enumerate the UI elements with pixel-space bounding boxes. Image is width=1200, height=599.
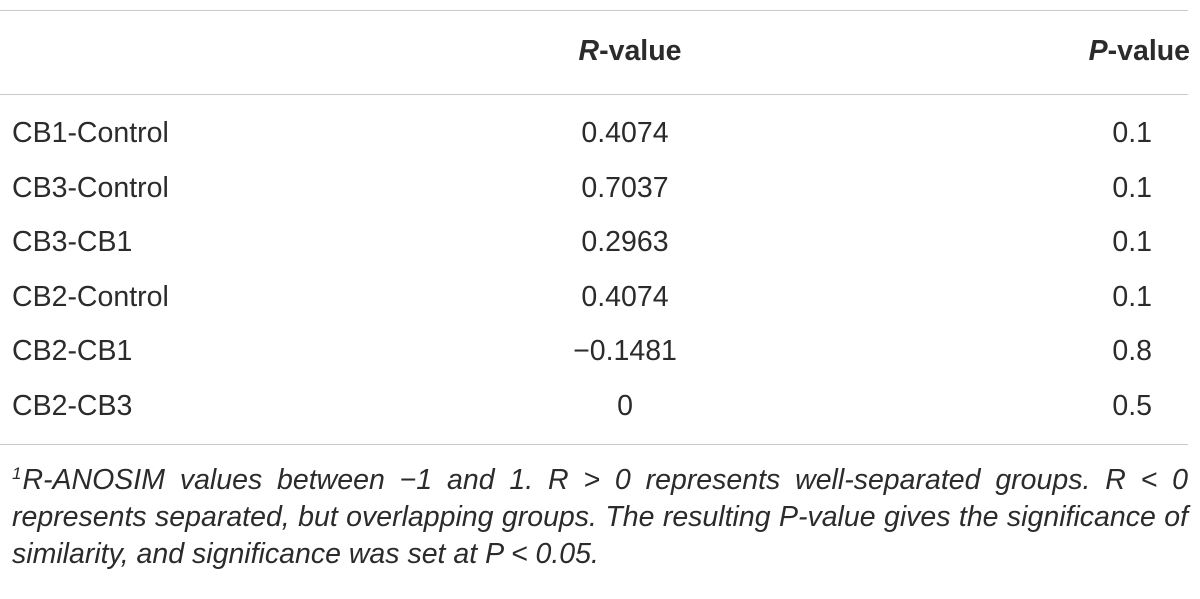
footnote-marker: 1 xyxy=(12,464,22,483)
row-comparison-label: CB2-CB1 xyxy=(12,335,133,367)
column-header-r-value: R-value xyxy=(578,35,682,67)
row-comparison-label: CB3-CB1 xyxy=(12,226,133,258)
row-r-value: −0.1481 xyxy=(573,335,677,367)
row-comparison-label: CB2-Control xyxy=(12,281,169,313)
column-header-p-value: P-value xyxy=(1088,35,1190,67)
row-r-value: 0.4074 xyxy=(581,117,669,149)
footnote-text: R-ANOSIM values between −1 and 1. R > 0 … xyxy=(12,464,1188,570)
row-p-value: 0.1 xyxy=(1112,117,1152,149)
header-rule xyxy=(0,94,1188,95)
table-top-rule xyxy=(0,10,1188,11)
table-footnote: 1R-ANOSIM values between −1 and 1. R > 0… xyxy=(12,462,1188,573)
row-r-value: 0.7037 xyxy=(581,172,669,204)
row-comparison-label: CB3-Control xyxy=(12,172,169,204)
row-p-value: 0.5 xyxy=(1112,390,1152,422)
row-comparison-label: CB2-CB3 xyxy=(12,390,133,422)
row-p-value: 0.1 xyxy=(1112,226,1152,258)
table-bottom-rule xyxy=(0,444,1188,445)
row-comparison-label: CB1-Control xyxy=(12,117,169,149)
row-p-value: 0.8 xyxy=(1112,335,1152,367)
row-r-value: 0 xyxy=(617,390,633,422)
row-r-value: 0.2963 xyxy=(581,226,669,258)
row-r-value: 0.4074 xyxy=(581,281,669,313)
row-p-value: 0.1 xyxy=(1112,281,1152,313)
row-p-value: 0.1 xyxy=(1112,172,1152,204)
